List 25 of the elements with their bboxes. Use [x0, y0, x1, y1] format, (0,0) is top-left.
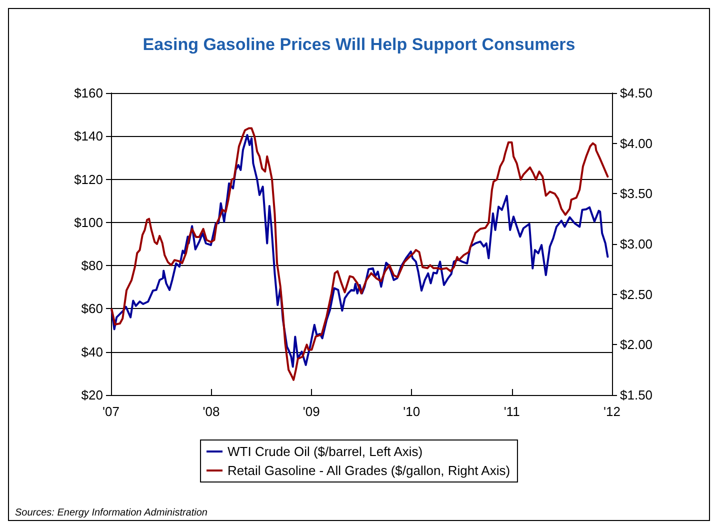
y2-tick-label: $1.50 [620, 388, 653, 402]
y-tick-label: $120 [74, 172, 103, 187]
chart-title: Easing Gasoline Prices Will Help Support Consumers [142, 35, 576, 54]
y2-tick-label: $3.50 [620, 186, 653, 202]
y-tick-label: $80 [81, 258, 103, 274]
y2-tick-label: $4.50 [620, 86, 653, 100]
x-tick-label: '10 [403, 404, 420, 419]
x-tick-label: '08 [202, 404, 220, 419]
x-tick-label: '09 [302, 404, 320, 419]
x-tick-label: '12 [604, 404, 620, 419]
y-tick-label: $160 [74, 86, 103, 100]
y2-tick-label: $2.00 [620, 337, 653, 352]
legend-label: Retail Gasoline - All Grades ($/gallon, Right Axis) [228, 463, 510, 478]
y2-tick-label: $3.00 [620, 236, 653, 252]
legend-label: WTI Crude Oil ($/barrel, Left Axis) [228, 444, 423, 459]
y-tick-label: $100 [74, 214, 103, 230]
y-tick-label: $20 [81, 388, 103, 402]
y2-tick-label: $2.50 [620, 286, 653, 302]
y-tick-label: $40 [81, 344, 103, 360]
y2-tick-label: $4.00 [620, 136, 653, 151]
source-note: Sources: Energy Information Administration [15, 508, 208, 518]
y-tick-label: $60 [81, 301, 103, 316]
x-tick-label: '07 [102, 404, 120, 419]
x-tick-label: '11 [504, 404, 520, 419]
y-tick-label: $140 [74, 128, 103, 144]
